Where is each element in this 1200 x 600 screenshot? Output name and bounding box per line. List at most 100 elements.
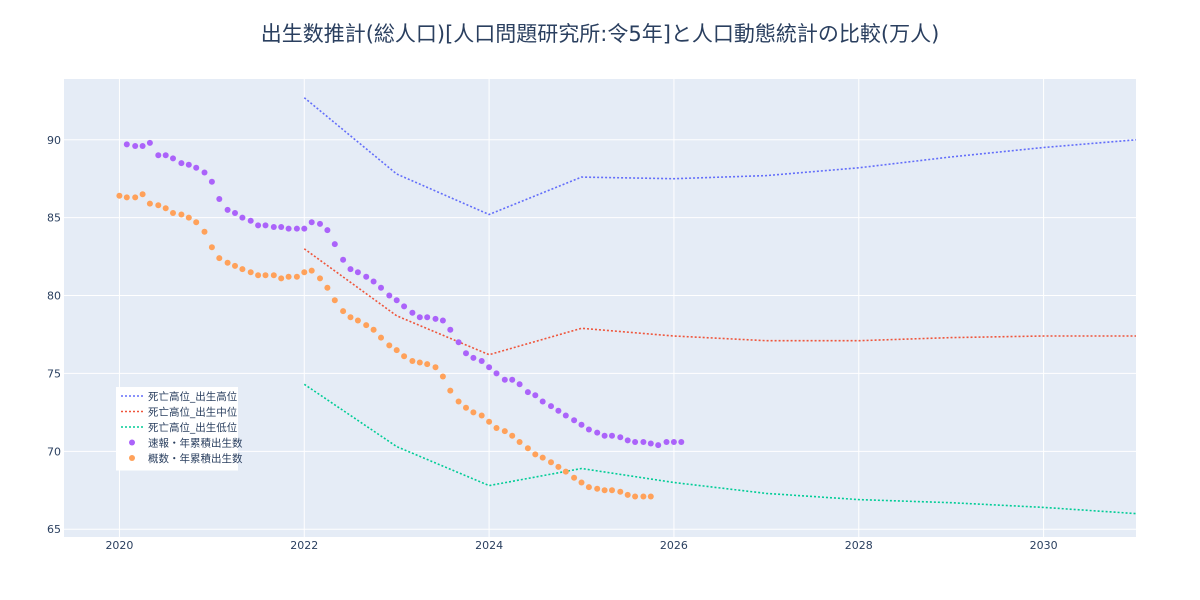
- data-point: [609, 487, 615, 494]
- data-point: [201, 169, 208, 176]
- data-point: [432, 364, 439, 371]
- legend-item[interactable]: 死亡高位_出生中位: [121, 406, 238, 419]
- data-point: [178, 160, 185, 167]
- data-point: [378, 334, 384, 341]
- data-point: [609, 432, 615, 439]
- data-point: [539, 398, 546, 405]
- data-point: [370, 278, 377, 285]
- data-point: [331, 297, 338, 304]
- data-point: [524, 389, 531, 396]
- data-point: [278, 275, 285, 282]
- data-point: [447, 387, 454, 394]
- legend-label: 死亡高位_出生低位: [148, 421, 238, 434]
- data-point: [232, 210, 238, 216]
- legend-label: 死亡高位_出生高位: [148, 390, 238, 403]
- data-point: [416, 359, 423, 366]
- data-point: [601, 487, 608, 494]
- data-point: [432, 315, 439, 322]
- data-point: [208, 178, 215, 185]
- y-tick-label: 80: [47, 290, 61, 303]
- series-2: [303, 248, 1136, 356]
- data-point: [578, 421, 585, 428]
- legend-box: [116, 387, 238, 471]
- legend-item[interactable]: 概数・年累積出生数: [129, 452, 243, 465]
- data-point: [185, 161, 192, 168]
- chart-title: 出生数推計(総人口)[人口問題研究所:令5年]と人口動態統計の比較(万人): [260, 22, 940, 46]
- data-point: [308, 219, 315, 226]
- data-point: [278, 224, 285, 230]
- data-point: [224, 259, 231, 266]
- data-point: [347, 314, 354, 321]
- data-point: [416, 314, 423, 321]
- plot-area: [116, 97, 1136, 515]
- data-point: [493, 370, 500, 377]
- data-point: [447, 326, 454, 333]
- legend: 死亡高位_出生高位死亡高位_出生中位死亡高位_出生低位速報・年累積出生数概数・年…: [116, 387, 243, 471]
- data-point: [162, 152, 169, 159]
- data-point: [162, 205, 169, 212]
- legend-label: 速報・年累積出生数: [148, 437, 243, 450]
- data-point: [139, 191, 146, 198]
- data-point: [555, 407, 562, 414]
- series-line: [303, 97, 1136, 216]
- data-point: [347, 266, 354, 273]
- data-point: [247, 217, 254, 224]
- data-point: [340, 308, 347, 315]
- data-point: [193, 219, 200, 226]
- data-point: [470, 354, 477, 361]
- data-point: [155, 202, 162, 209]
- data-point: [439, 373, 446, 380]
- x-axis-ticks: 2020 2022 2024 2026 2028 2030: [105, 539, 1057, 552]
- data-point: [647, 493, 654, 500]
- data-point: [255, 272, 262, 279]
- y-tick-label: 65: [47, 523, 61, 536]
- data-point: [516, 381, 523, 388]
- data-point: [208, 244, 215, 251]
- data-point: [354, 269, 361, 276]
- data-point: [463, 404, 469, 411]
- data-point: [455, 398, 462, 405]
- data-point: [617, 488, 624, 495]
- x-tick-label: 2020: [105, 539, 133, 552]
- data-point: [578, 479, 585, 486]
- data-point: [185, 214, 192, 221]
- data-point: [501, 376, 508, 383]
- data-point: [123, 194, 130, 201]
- data-point: [478, 412, 485, 419]
- data-point: [478, 358, 485, 364]
- data-point: [655, 442, 662, 449]
- legend-item[interactable]: 死亡高位_出生低位: [121, 421, 238, 434]
- data-point: [170, 210, 176, 216]
- data-point: [301, 225, 308, 232]
- data-point: [439, 317, 446, 324]
- data-point: [617, 434, 624, 441]
- data-point: [146, 200, 153, 207]
- data-point: [640, 493, 647, 500]
- data-point: [548, 459, 554, 466]
- y-tick-label: 75: [47, 367, 61, 380]
- data-point: [640, 439, 647, 445]
- data-point: [386, 342, 393, 349]
- x-tick-label: 2030: [1030, 539, 1058, 552]
- data-point: [571, 417, 578, 424]
- data-point: [216, 196, 223, 202]
- data-point: [647, 440, 654, 447]
- data-point: [509, 376, 516, 383]
- data-point: [532, 451, 539, 458]
- data-point: [401, 353, 408, 360]
- data-point: [409, 358, 416, 364]
- data-point: [555, 463, 562, 470]
- data-point: [239, 266, 246, 273]
- data-point: [632, 439, 639, 445]
- data-point: [455, 339, 462, 346]
- legend-item[interactable]: 死亡高位_出生高位: [121, 390, 238, 403]
- data-point: [285, 225, 292, 232]
- legend-item[interactable]: 速報・年累積出生数: [129, 437, 243, 450]
- data-point: [308, 267, 315, 274]
- data-point: [493, 425, 500, 431]
- data-point: [285, 273, 292, 280]
- data-point: [378, 284, 384, 291]
- data-point: [463, 350, 469, 357]
- data-point: [255, 222, 262, 229]
